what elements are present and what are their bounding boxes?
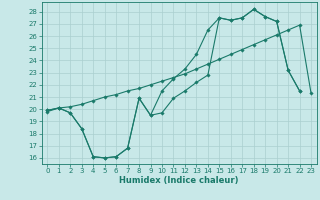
- X-axis label: Humidex (Indice chaleur): Humidex (Indice chaleur): [119, 176, 239, 185]
